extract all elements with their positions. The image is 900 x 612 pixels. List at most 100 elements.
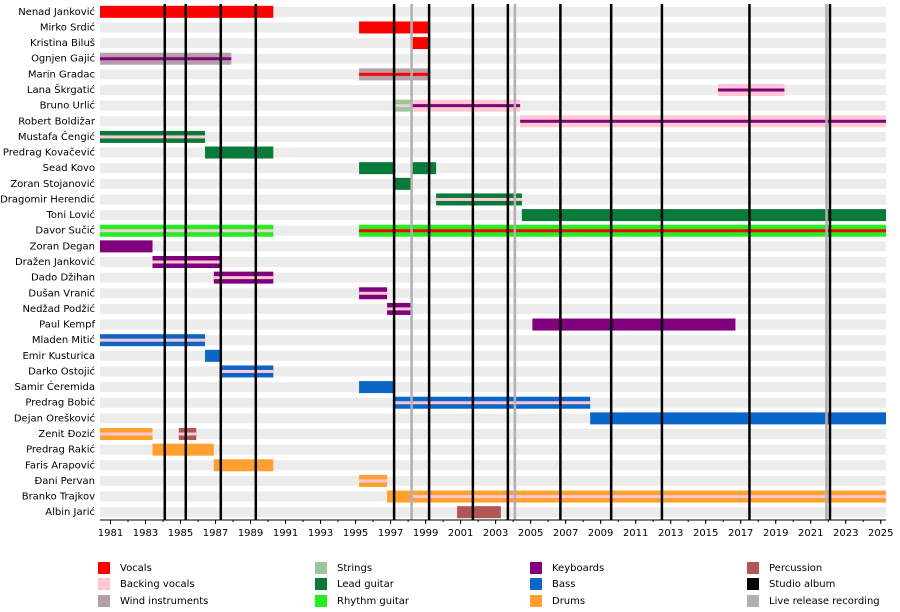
member-period — [532, 318, 736, 331]
row-band — [100, 382, 886, 393]
member-period — [100, 240, 153, 253]
row-band — [100, 147, 886, 158]
x-tick-label: 1983 — [133, 528, 158, 539]
period-stripe — [100, 338, 206, 342]
x-tick-label: 2015 — [693, 528, 718, 539]
legend-label: Vocals — [120, 563, 152, 574]
row-band — [100, 178, 886, 189]
member-name: Faris Arapović — [25, 459, 95, 471]
member-name: Branko Trajkov — [22, 492, 95, 503]
member-period — [411, 37, 430, 50]
row-band — [100, 460, 886, 471]
legend-label: Percussion — [769, 563, 822, 574]
period-stripe — [178, 432, 197, 436]
x-tick-label: 2025 — [868, 528, 893, 539]
period-stripe — [520, 119, 886, 123]
member-name: Dušan Vranić — [28, 287, 95, 299]
member-name: Emir Kusturica — [22, 351, 95, 362]
row-band — [100, 210, 886, 221]
legend-swatch — [315, 562, 327, 574]
member-name: Samir Ćeremida — [15, 380, 95, 393]
period-stripe — [100, 432, 153, 436]
x-tick-label: 1995 — [343, 528, 368, 539]
row-band — [100, 429, 886, 439]
member-name: Dado Džihan — [31, 272, 95, 284]
x-tick-label: 2003 — [483, 528, 508, 539]
x-tick-label: 2023 — [833, 528, 858, 539]
member-period — [359, 381, 395, 394]
member-period — [411, 162, 437, 175]
row-band — [100, 131, 886, 142]
row-band — [100, 350, 886, 361]
member-name: Toni Lović — [45, 209, 95, 221]
legend-label: Drums — [552, 596, 585, 607]
row-band — [100, 38, 886, 49]
legend-swatch — [747, 595, 759, 607]
row-band — [100, 116, 886, 127]
row-band — [100, 241, 886, 252]
row-band — [100, 163, 886, 174]
x-tick-label: 2011 — [623, 528, 648, 539]
row-band — [100, 53, 886, 64]
member-name: Marin Gradac — [28, 69, 95, 80]
x-tick-label: 2013 — [658, 528, 683, 539]
member-name: Predrag Bobić — [25, 397, 95, 409]
x-tick-label: 2001 — [448, 528, 473, 539]
legend-swatch — [747, 578, 759, 590]
period-stripe — [359, 291, 388, 295]
legend-label: Lead guitar — [337, 579, 395, 590]
period-stripe — [100, 135, 206, 139]
legend-label: Keyboards — [552, 563, 604, 574]
member-name: Đani Pervan — [35, 476, 96, 487]
x-tick-label: 1981 — [98, 528, 123, 539]
row-band — [100, 413, 886, 424]
period-stripe — [213, 276, 274, 280]
legend-swatch — [530, 578, 542, 590]
member-period — [394, 177, 412, 190]
x-tick-label: 1997 — [378, 528, 403, 539]
legend-label: Live release recording — [769, 596, 880, 607]
row-band — [100, 85, 886, 95]
row-band — [100, 303, 886, 314]
member-name: Dragomir Herendić — [0, 193, 95, 205]
member-period — [205, 146, 274, 159]
legend-swatch — [98, 595, 110, 607]
row-band — [100, 335, 886, 346]
legend-swatch — [747, 562, 759, 574]
row-band — [100, 288, 886, 299]
legend-swatch — [315, 595, 327, 607]
legend-label: Wind instruments — [120, 596, 208, 607]
member-period — [152, 443, 214, 456]
x-tick-label: 1999 — [413, 528, 438, 539]
x-tick-label: 2009 — [588, 528, 613, 539]
legend-swatch — [98, 578, 110, 590]
member-name: Bruno Urlić — [40, 100, 95, 112]
legend-label: Backing vocals — [120, 579, 195, 590]
member-period — [387, 490, 412, 503]
row-band — [100, 319, 886, 330]
legend-swatch — [530, 562, 542, 574]
legend-swatch — [315, 578, 327, 590]
member-name: Lana Škrgatić — [27, 83, 95, 96]
member-period — [590, 412, 886, 425]
period-stripe — [359, 479, 388, 483]
member-period — [213, 459, 274, 472]
x-tick-label: 2019 — [763, 528, 788, 539]
member-name: Nenad Janković — [18, 6, 95, 18]
member-name: Nedžad Podžić — [22, 303, 95, 315]
member-name: Ognjen Gajić — [31, 53, 95, 65]
x-tick-label: 2021 — [798, 528, 823, 539]
period-stripe — [394, 401, 591, 405]
row-band — [100, 6, 886, 17]
member-period — [457, 506, 501, 519]
member-name: Kristina Biluš — [30, 37, 95, 49]
legend-label: Strings — [337, 563, 372, 574]
member-name: Sead Kovo — [43, 163, 95, 174]
member-name: Albin Jarić — [45, 506, 95, 518]
row-band — [100, 22, 886, 33]
x-tick-label: 1993 — [308, 528, 333, 539]
x-tick-label: 2007 — [553, 528, 578, 539]
period-stripe — [359, 229, 886, 233]
member-name: Darko Ostojić — [28, 365, 95, 377]
